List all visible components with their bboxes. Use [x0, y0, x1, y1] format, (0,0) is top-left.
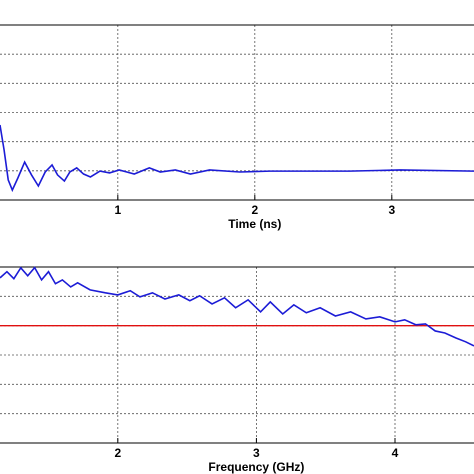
x-tick-label: 3: [388, 203, 395, 217]
x-axis-label: Time (ns): [228, 217, 281, 231]
x-tick-label: 1: [114, 203, 121, 217]
x-tick-label: 3: [253, 446, 260, 460]
x-axis-label: Frequency (GHz): [208, 460, 304, 474]
data-line: [0, 266, 474, 347]
x-tick-label: 2: [251, 203, 258, 217]
x-tick-label: 2: [114, 446, 121, 460]
x-tick-label: 4: [392, 446, 399, 460]
data-line: [0, 124, 474, 193]
